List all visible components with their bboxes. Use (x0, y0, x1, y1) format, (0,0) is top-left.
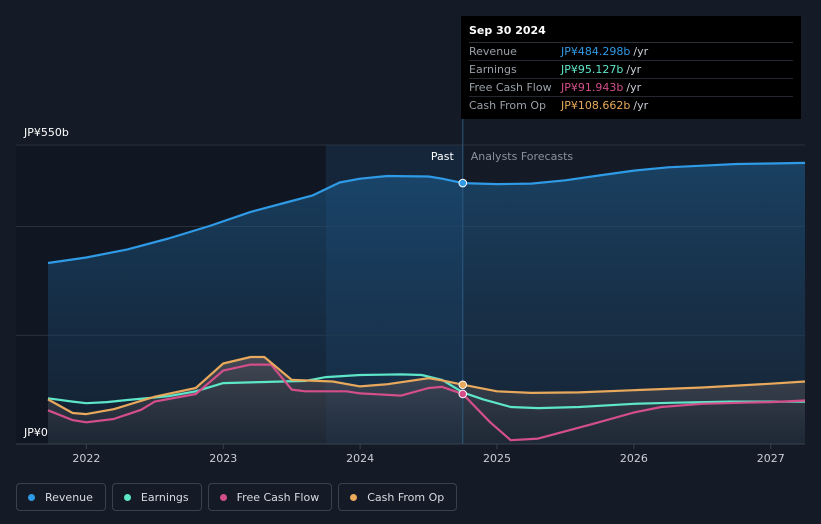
x-tick-label: 2027 (757, 452, 785, 465)
x-tick-label: 2026 (620, 452, 648, 465)
cash-from-op-marker (458, 380, 468, 390)
x-axis-ticks: 2022 2023 2024 2025 2026 2027 (72, 444, 785, 465)
y-axis-label-bottom: JP¥0 (23, 426, 48, 439)
legend-item-free-cash-flow[interactable]: Free Cash Flow (207, 483, 333, 511)
earnings-line (47, 373, 805, 410)
data-tooltip: Sep 30 2024 Revenue JP¥484.298b /yr Earn… (461, 16, 801, 119)
tooltip-row-earnings: Earnings JP¥95.127b /yr (469, 61, 793, 79)
cash-from-op-line (47, 355, 806, 416)
revenue-line (47, 161, 806, 265)
y-axis-label-top: JP¥550b (23, 126, 69, 139)
legend-label: Cash From Op (367, 490, 445, 504)
legend-dot-icon (123, 493, 131, 501)
tooltip-value: JP¥91.943b (561, 81, 624, 94)
series-areas (48, 162, 805, 444)
tooltip-value: JP¥484.298b (561, 45, 631, 58)
legend-label: Revenue (45, 490, 93, 504)
tooltip-unit: /yr (626, 63, 642, 76)
tooltip-row-revenue: Revenue JP¥484.298b /yr (469, 43, 793, 61)
tooltip-label: Free Cash Flow (469, 81, 552, 94)
hover-markers (458, 178, 468, 399)
tooltip-unit: /yr (633, 45, 649, 58)
series-lines (47, 161, 806, 442)
free-cash-flow-line (47, 363, 806, 442)
cash-from-op-area (48, 357, 805, 444)
legend-label: Earnings (140, 490, 189, 504)
legend-item-revenue[interactable]: Revenue (16, 483, 106, 511)
x-tick-label: 2025 (483, 452, 511, 465)
tooltip-label: Revenue (469, 45, 517, 58)
forecast-label: Analysts Forecasts (471, 150, 574, 163)
tooltip-row-cash-from-op: Cash From Op JP¥108.662b /yr (469, 97, 793, 114)
tooltip-row-free-cash-flow: Free Cash Flow JP¥91.943b /yr (469, 79, 793, 97)
legend-item-cash-from-op[interactable]: Cash From Op (338, 483, 458, 511)
legend-dot-icon (350, 493, 358, 501)
tooltip-value: JP¥108.662b (561, 99, 631, 112)
tooltip-unit: /yr (633, 99, 649, 112)
legend-dot-icon (219, 493, 227, 501)
tooltip-date: Sep 30 2024 (469, 24, 793, 43)
x-tick-label: 2023 (209, 452, 237, 465)
revenue-marker (458, 178, 468, 188)
tooltip-label: Earnings (469, 63, 517, 76)
chart-legend: Revenue Earnings Free Cash Flow Cash Fro… (16, 483, 458, 511)
x-tick-label: 2024 (346, 452, 374, 465)
free-cash-flow-marker (458, 389, 468, 399)
legend-dot-icon (28, 493, 35, 501)
tooltip-value: JP¥95.127b (561, 63, 624, 76)
legend-item-earnings[interactable]: Earnings (111, 483, 202, 511)
tooltip-label: Cash From Op (469, 99, 547, 112)
past-label: Past (431, 150, 455, 163)
tooltip-unit: /yr (626, 81, 642, 94)
x-tick-label: 2022 (72, 452, 100, 465)
legend-label: Free Cash Flow (236, 490, 320, 504)
